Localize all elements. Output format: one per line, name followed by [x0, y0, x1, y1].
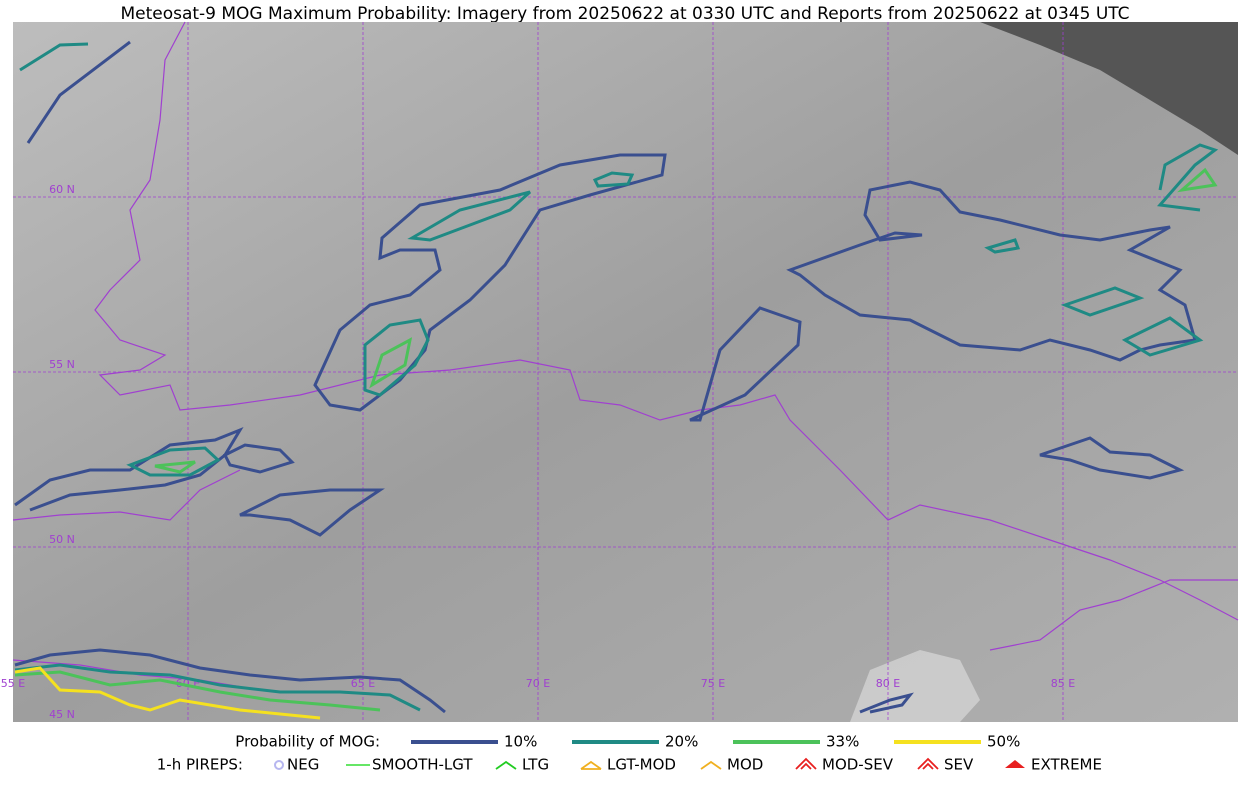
- pirep-icon: [795, 757, 817, 770]
- pirep-icon: [274, 760, 284, 770]
- pireps-title: 1-h PIREPS:: [157, 756, 243, 774]
- pirep-label: LTG: [522, 756, 549, 774]
- borders: [12, 21, 1239, 691]
- title: Meteosat-9 MOG Maximum Probability: Imag…: [120, 4, 1129, 24]
- pirep-icon: [1005, 760, 1025, 768]
- lon-label: 75 E: [701, 677, 725, 690]
- pirep-label: NEG: [287, 756, 319, 774]
- lon-label: 65 E: [351, 677, 375, 690]
- pirep-label: EXTREME: [1031, 756, 1102, 774]
- legend-label: 20%: [665, 733, 698, 751]
- pirep-label: MOD: [727, 756, 763, 774]
- lat-label: 50 N: [49, 533, 75, 546]
- lon-label: 55 E: [1, 677, 25, 690]
- lat-label: 45 N: [49, 708, 75, 721]
- pirep-icon: [700, 760, 722, 770]
- no-data-area: [980, 22, 1238, 155]
- legend-label: 10%: [504, 733, 537, 751]
- pirep-icon: [495, 760, 517, 770]
- pirep-icon: [580, 760, 602, 770]
- legend-label: 33%: [826, 733, 859, 751]
- lon-label: 80 E: [876, 677, 900, 690]
- contours: [14, 40, 1219, 720]
- pirep-icon: [917, 757, 939, 770]
- pirep-label: LGT-MOD: [607, 756, 676, 774]
- legend: Probability of MOG: 1-h PIREPS: 10% 20% 33…: [157, 733, 1102, 774]
- pirep-label: SMOOTH-LGT: [372, 756, 473, 774]
- legend-title: Probability of MOG:: [235, 733, 380, 751]
- lat-label: 60 N: [49, 183, 75, 196]
- legend-label: 50%: [987, 733, 1020, 751]
- lat-lon-grid: 55 E 60 E 65 E 70 E 75 E 80 E 85 E60 N55 N50 N…: [1, 22, 1238, 722]
- pirep-label: MOD-SEV: [822, 756, 894, 774]
- lat-label: 55 N: [49, 358, 75, 371]
- pirep-label: SEV: [944, 756, 974, 774]
- lon-label: 85 E: [1051, 677, 1075, 690]
- lon-label: 70 E: [526, 677, 550, 690]
